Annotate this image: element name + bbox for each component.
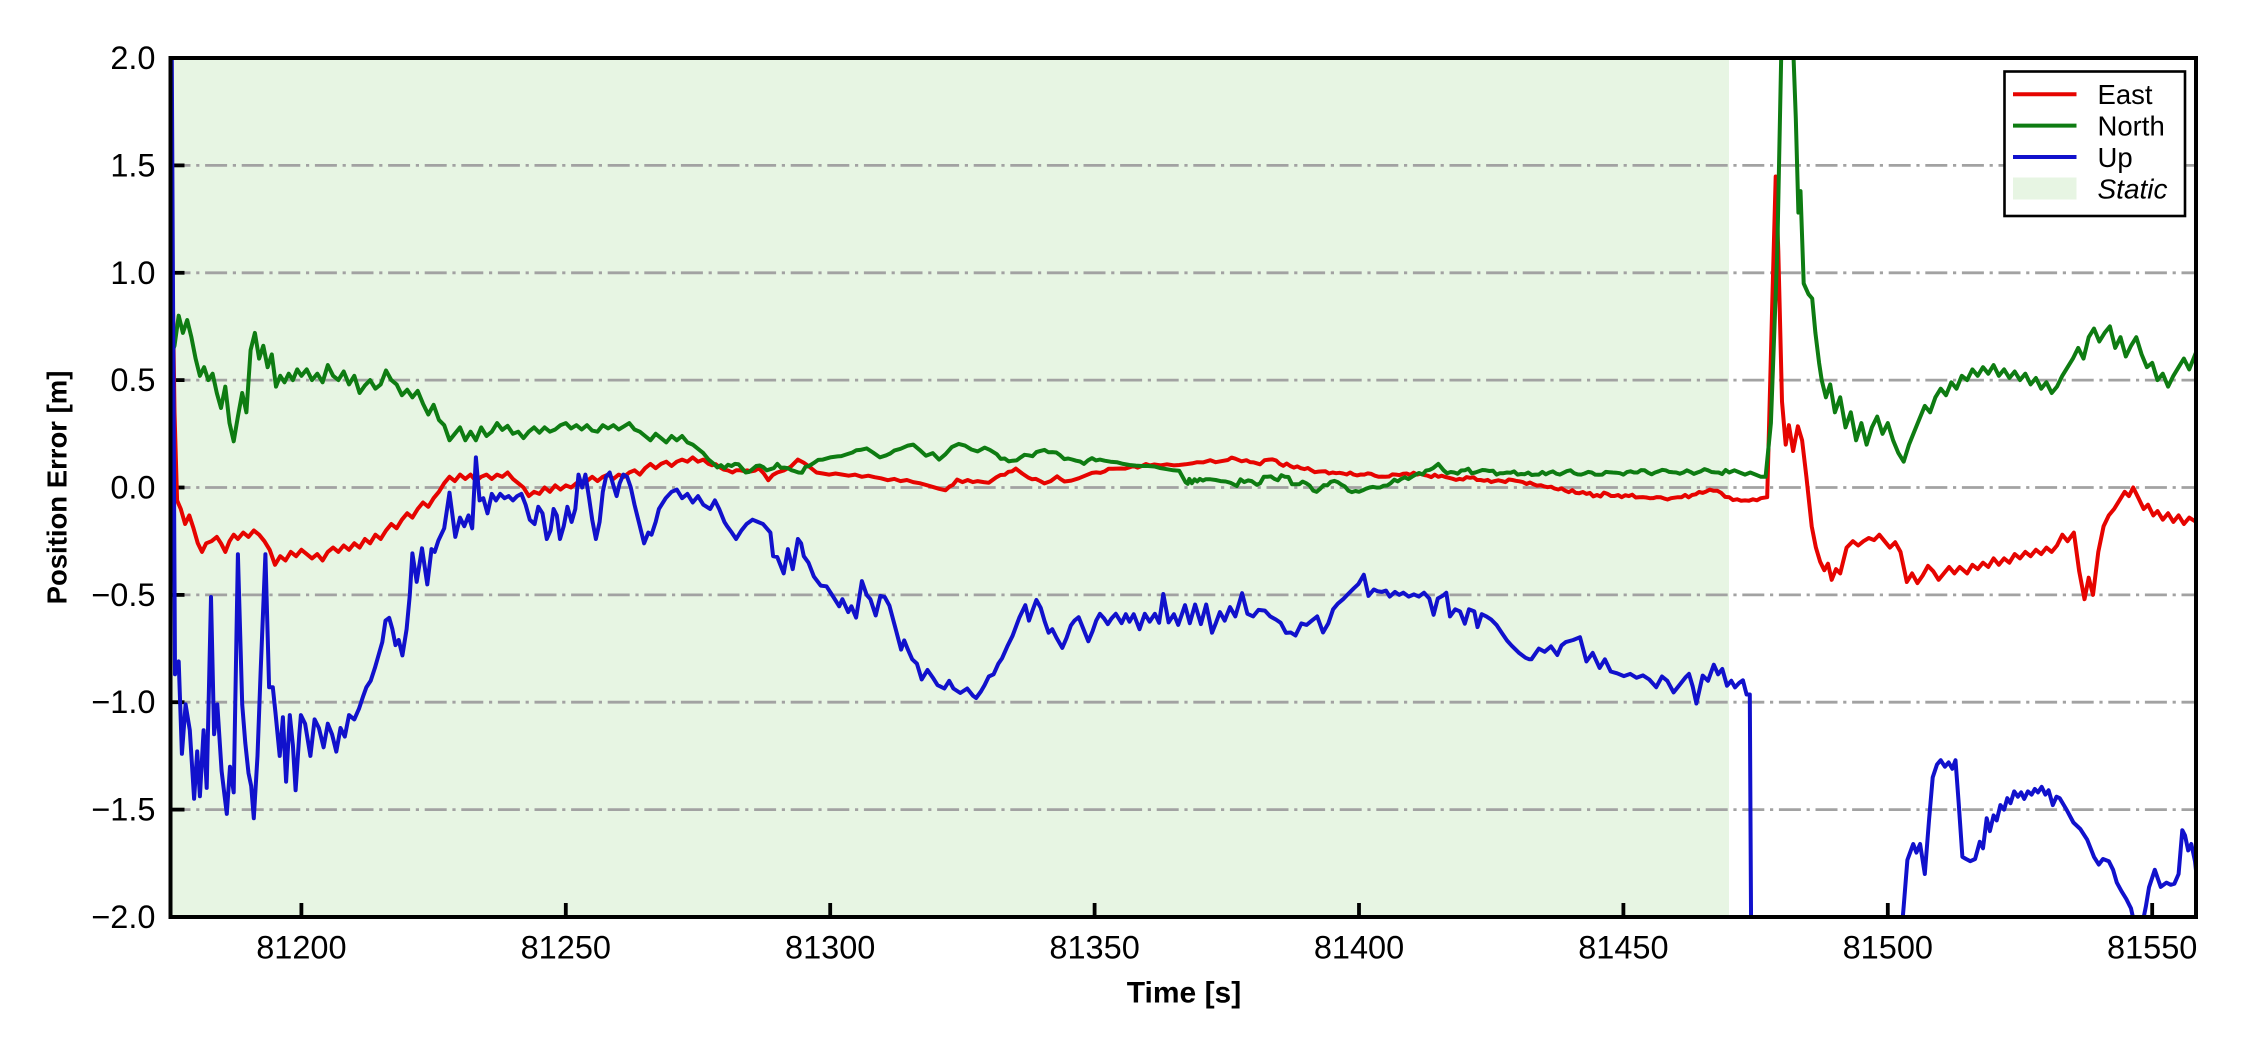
svg-text:Time [s]: Time [s] xyxy=(1127,976,1241,1009)
svg-text:−2.0: −2.0 xyxy=(91,899,155,935)
svg-text:81500: 81500 xyxy=(1843,930,1933,966)
svg-text:Static: Static xyxy=(2098,174,2168,205)
svg-text:Position Error [m]: Position Error [m] xyxy=(42,371,73,605)
svg-text:0.5: 0.5 xyxy=(110,362,155,398)
svg-text:Up: Up xyxy=(2098,142,2133,173)
svg-text:1.5: 1.5 xyxy=(110,147,155,183)
svg-text:81350: 81350 xyxy=(1049,930,1139,966)
svg-text:81550: 81550 xyxy=(2107,930,2197,966)
svg-text:81300: 81300 xyxy=(785,930,875,966)
svg-text:81250: 81250 xyxy=(521,930,611,966)
svg-text:1.0: 1.0 xyxy=(110,255,155,291)
svg-text:81400: 81400 xyxy=(1314,930,1404,966)
svg-text:East: East xyxy=(2098,79,2153,110)
svg-text:81200: 81200 xyxy=(256,930,346,966)
svg-text:−1.0: −1.0 xyxy=(91,684,155,720)
svg-text:2.0: 2.0 xyxy=(110,40,155,76)
svg-text:0.0: 0.0 xyxy=(110,470,155,506)
svg-text:−1.5: −1.5 xyxy=(91,792,155,828)
svg-text:81450: 81450 xyxy=(1578,930,1668,966)
svg-text:North: North xyxy=(2098,111,2165,142)
svg-text:−0.5: −0.5 xyxy=(91,577,155,613)
